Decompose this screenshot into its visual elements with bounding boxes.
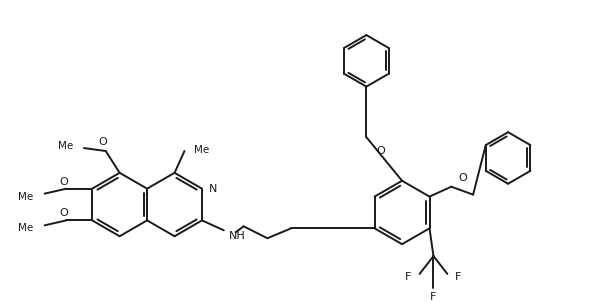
Text: F: F	[430, 292, 437, 302]
Text: O: O	[59, 208, 68, 219]
Text: F: F	[455, 272, 462, 282]
Text: N: N	[209, 184, 217, 194]
Text: O: O	[59, 177, 68, 187]
Text: F: F	[405, 272, 412, 282]
Text: Me: Me	[195, 145, 209, 155]
Text: O: O	[458, 173, 467, 183]
Text: Me: Me	[58, 141, 73, 151]
Text: O: O	[377, 146, 386, 156]
Text: Me: Me	[18, 223, 34, 233]
Text: Me: Me	[18, 192, 34, 202]
Text: O: O	[98, 137, 107, 147]
Text: NH: NH	[228, 231, 246, 241]
